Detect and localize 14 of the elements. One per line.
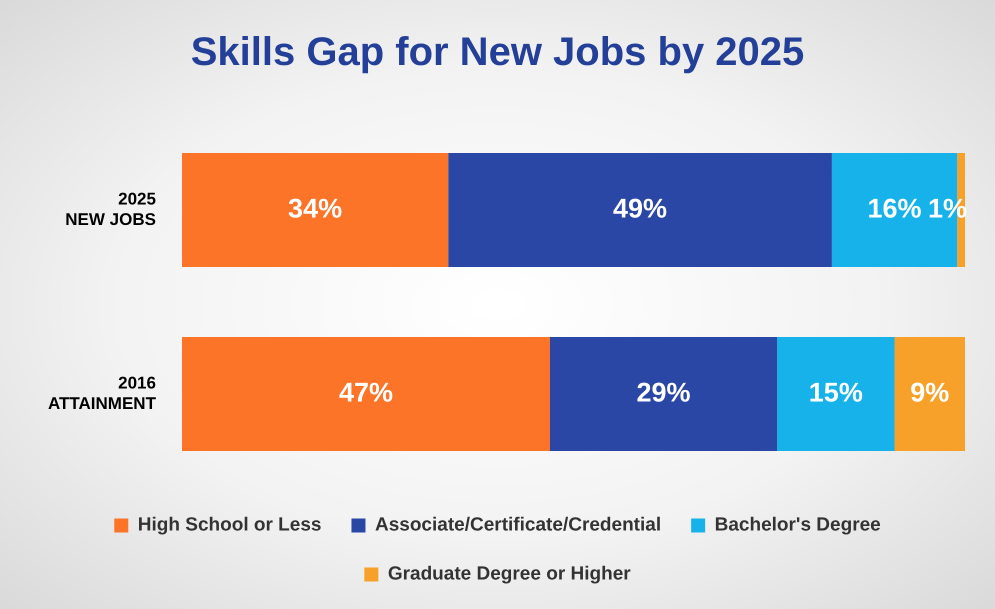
data-label: 16% [868,193,922,224]
data-label: 49% [613,193,668,224]
legend-label: Bachelor's Degree [714,514,881,536]
data-label: 47% [338,377,393,408]
data-label: 9% [910,377,950,408]
y-tick-label: 2025 NEW JOBS [65,189,156,229]
data-label: 29% [636,377,691,408]
data-label: 15% [808,377,863,408]
legend-label: Associate/Certificate/Credential [374,514,662,536]
legend-label: Graduate Degree or Higher [388,564,632,585]
data-label: 34% [288,193,342,224]
chart-title: Skills Gap for New Jobs by 2025 [190,30,804,74]
y-tick-label: 2016 ATTAINMENT [48,373,157,413]
legend-label: High School or Less [138,514,322,536]
